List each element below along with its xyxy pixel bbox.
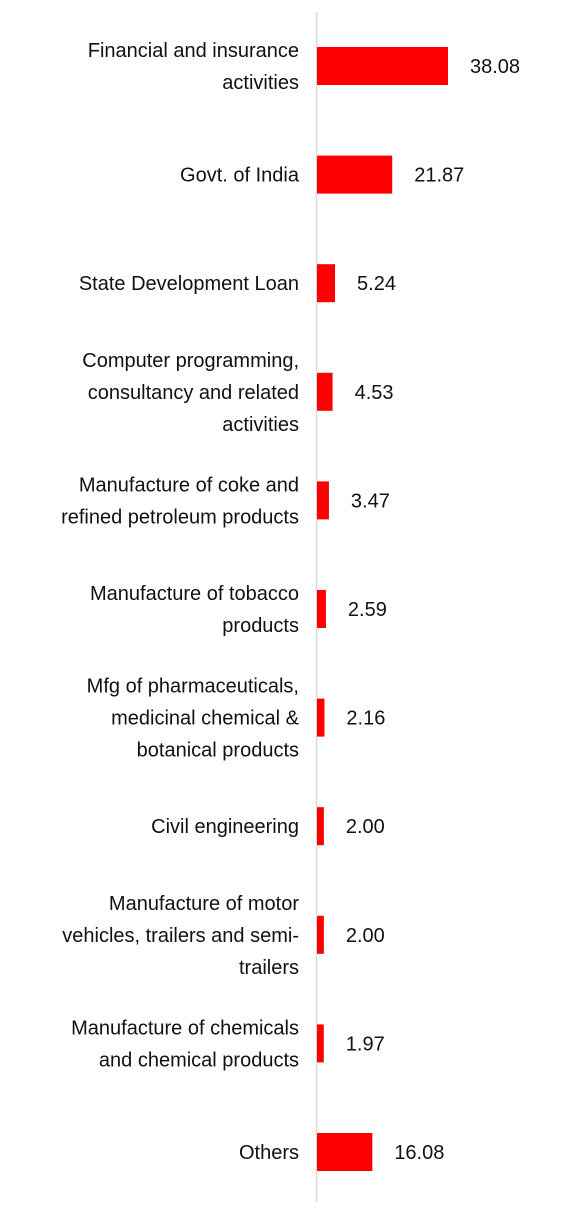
category-label-line: Civil engineering: [151, 816, 299, 838]
bar-0: [317, 47, 448, 85]
value-label-2: 5.24: [357, 273, 396, 295]
category-label-line: trailers: [239, 957, 299, 979]
category-label-line: consultancy and related: [88, 382, 299, 404]
category-label-line: botanical products: [137, 740, 299, 762]
category-label-line: Computer programming,: [82, 350, 299, 372]
category-label-line: Manufacture of coke and: [79, 474, 299, 496]
category-label-9: Manufacture of chemicals and chemical pro…: [71, 1017, 299, 1071]
category-label-line: medicinal chemical &: [111, 708, 300, 730]
category-label-line: products: [222, 615, 299, 637]
bar-2: [317, 264, 336, 303]
bar-10: [317, 1133, 373, 1171]
bar-3: [317, 372, 333, 411]
category-label-line: Financial and insurance: [88, 40, 299, 62]
bar-7: [317, 807, 324, 846]
category-label-2: State Development Loan: [79, 273, 299, 295]
value-label-8: 2.00: [346, 925, 385, 947]
bar-5: [317, 590, 326, 628]
value-label-6: 2.16: [346, 708, 385, 730]
category-label-line: activities: [222, 414, 299, 436]
bar-1: [317, 155, 393, 194]
bar-4: [317, 481, 329, 520]
category-label-line: Manufacture of chemicals: [71, 1017, 299, 1039]
value-label-10: 16.08: [394, 1142, 444, 1164]
value-label-9: 1.97: [346, 1033, 385, 1055]
category-label-4: Manufacture of coke and refined petroleum…: [61, 474, 299, 528]
category-label-3: Computer programming, consultancy and rel…: [82, 350, 299, 436]
category-label-line: activities: [222, 72, 299, 94]
bars-group: [317, 47, 448, 1171]
value-label-5: 2.59: [348, 599, 387, 621]
category-label-line: State Development Loan: [79, 273, 299, 295]
value-label-0: 38.08: [470, 56, 520, 78]
category-label-8: Manufacture of motor vehicles, trailers a…: [62, 893, 299, 979]
value-label-7: 2.00: [346, 816, 385, 838]
category-label-0: Financial and insurance activities: [88, 40, 299, 94]
bar-9: [317, 1024, 324, 1063]
value-labels-group: 38.08 21.87 5.24 4.53 3.47 2.59 2.16 2.00 2.00 1.…: [346, 56, 520, 1164]
category-label-line: Govt. of India: [180, 165, 300, 187]
category-label-line: refined petroleum products: [61, 506, 299, 528]
bar-8: [317, 915, 324, 954]
category-label-1: Govt. of India: [180, 165, 300, 187]
value-label-3: 4.53: [355, 382, 394, 404]
category-label-line: Mfg of pharmaceuticals,: [87, 676, 299, 698]
value-label-1: 21.87: [414, 165, 464, 187]
category-label-line: Manufacture of motor: [109, 893, 299, 915]
category-labels-group: Financial and insurance activities Govt. o…: [61, 40, 300, 1164]
category-label-6: Mfg of pharmaceuticals, medicinal chemica…: [87, 676, 300, 762]
bar-6: [317, 698, 325, 737]
category-label-line: Others: [239, 1142, 299, 1164]
category-label-7: Civil engineering: [151, 816, 299, 838]
category-label-line: vehicles, trailers and semi-: [62, 925, 299, 947]
category-label-line: Manufacture of tobacco: [90, 583, 299, 605]
category-label-10: Others: [239, 1142, 299, 1164]
value-label-4: 3.47: [351, 490, 390, 512]
category-label-5: Manufacture of tobacco products: [90, 583, 299, 637]
category-label-line: and chemical products: [99, 1049, 299, 1071]
